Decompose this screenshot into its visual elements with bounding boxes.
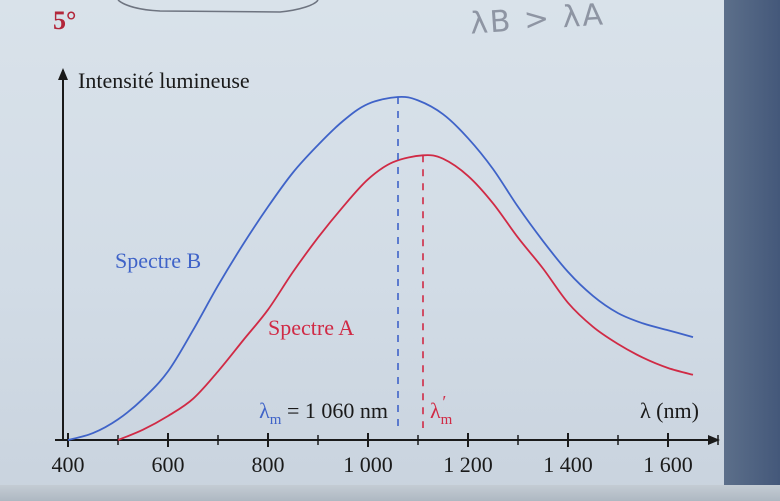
x-tick-label: 1 600 <box>643 452 693 477</box>
page-edge-shadow <box>724 0 780 501</box>
series-line-A <box>117 154 694 441</box>
x-tick-label: 1 200 <box>443 452 493 477</box>
lambda-m-symbol: λ <box>259 398 270 423</box>
series-group: Spectre B Spectre A <box>67 95 694 441</box>
x-tick-label: 400 <box>52 452 85 477</box>
x-tick-label: 800 <box>252 452 285 477</box>
lambda-m-value: = 1 060 nm <box>281 398 388 423</box>
lambda-m-prime-subscript: m <box>441 412 453 428</box>
series-label-A: Spectre A <box>268 315 354 340</box>
lambda-m-prime-mark: ′ <box>442 392 446 412</box>
lambda-m-subscript: m <box>270 412 282 428</box>
x-tick-label: 600 <box>152 452 185 477</box>
lambda-m-prime-label: λm′ <box>430 392 453 428</box>
x-axis-ticks: 400 600 800 1 000 1 200 1 400 1 600 <box>52 433 719 477</box>
lambda-m-label: λm = 1 060 nm <box>259 398 388 428</box>
series-line-B <box>67 95 694 441</box>
page-bottom-edge <box>0 485 780 501</box>
x-tick-label: 1 000 <box>343 452 393 477</box>
exercise-number: 5° <box>53 6 77 35</box>
x-axis-title: λ (nm) <box>640 398 699 423</box>
series-label-B: Spectre B <box>115 248 201 273</box>
y-axis-title: Intensité lumineuse <box>78 68 250 93</box>
annotations-group: λm = 1 060 nm λm′ <box>259 97 453 428</box>
lambda-m-prime-symbol: λ <box>430 398 441 423</box>
x-tick-label: 1 400 <box>543 452 593 477</box>
